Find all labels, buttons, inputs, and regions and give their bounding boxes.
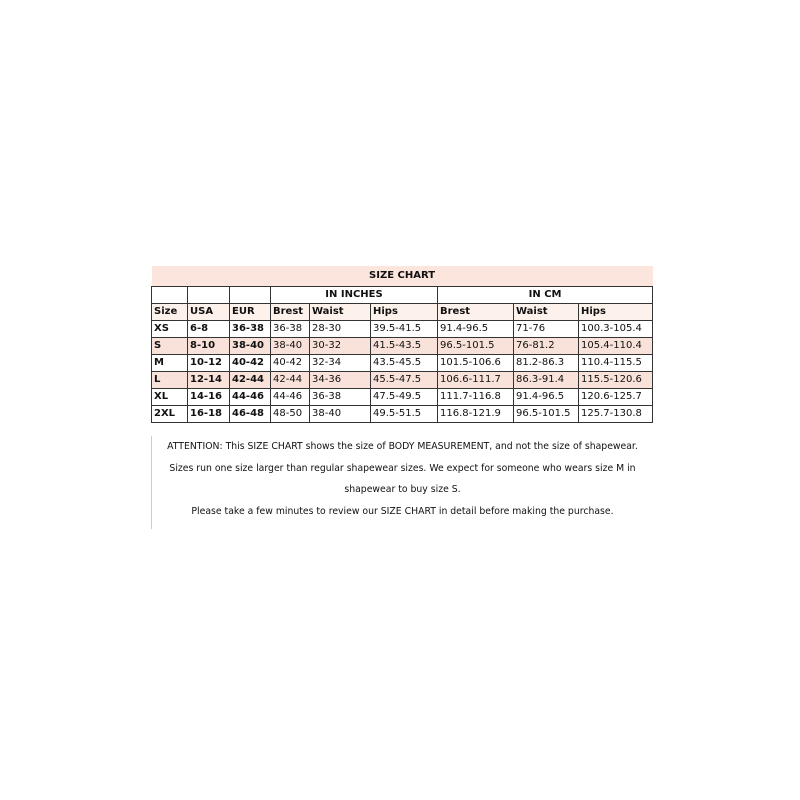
table-cell: 44-46	[229, 388, 271, 406]
table-cell: 38-40	[309, 405, 371, 423]
note-line: ATTENTION: This SIZE CHART shows the siz…	[167, 441, 638, 452]
size-chart-table: SIZE CHART IN INCHES IN CM Size USA EUR Bre…	[151, 266, 654, 423]
table-cell: 40-42	[270, 354, 310, 372]
table-cell: 48-50	[270, 405, 310, 423]
size-cell: L	[151, 371, 188, 389]
table-cell: 39.5-41.5	[370, 320, 438, 338]
table-cell: 12-14	[187, 371, 230, 389]
column-header: Size	[151, 303, 188, 321]
table-row: XS 6-8 36-38 36-38 28-30 39.5-41.5 91.4-96.5 71…	[151, 320, 654, 338]
table-cell: 116.8-121.9	[437, 405, 514, 423]
table-cell: 14-16	[187, 388, 230, 406]
table-cell: 42-44	[229, 371, 271, 389]
table-cell: 101.5-106.6	[437, 354, 514, 372]
size-cell: S	[151, 337, 188, 355]
table-cell: 28-30	[309, 320, 371, 338]
table-cell: 96.5-101.5	[513, 405, 579, 423]
table-cell: 71-76	[513, 320, 579, 338]
table-cell: 8-10	[187, 337, 230, 355]
table-cell: 44-46	[270, 388, 310, 406]
title-row: SIZE CHART	[151, 266, 653, 287]
table-cell: 38-40	[229, 337, 271, 355]
size-chart: SIZE CHART IN INCHES IN CM Size USA EUR Bre…	[151, 266, 654, 423]
table-cell: 111.7-116.8	[437, 388, 514, 406]
table-cell: 120.6-125.7	[577, 388, 654, 406]
size-cell: M	[151, 354, 188, 372]
table-cell: 125.7-130.8	[577, 405, 654, 423]
table-cell: 16-18	[187, 405, 230, 423]
table-cell: 40-42	[229, 354, 271, 372]
column-header: USA	[187, 303, 230, 321]
table-cell: 36-38	[270, 320, 310, 338]
table-cell: 46-48	[229, 405, 271, 423]
group-header-row: IN INCHES IN CM	[151, 286, 654, 304]
table-cell: 47.5-49.5	[370, 388, 438, 406]
table-cell: 110.4-115.5	[577, 354, 654, 372]
table-row: M 10-12 40-42 40-42 32-34 43.5-45.5 101.5-106.…	[151, 354, 654, 372]
table-cell: 42-44	[270, 371, 310, 389]
table-cell: 10-12	[187, 354, 230, 372]
note-line: Sizes run one size larger than regular s…	[169, 462, 636, 474]
chart-title: SIZE CHART	[151, 266, 653, 287]
table-cell: 86.3-91.4	[513, 371, 579, 389]
table-cell: 96.5-101.5	[437, 337, 514, 355]
group-cm: IN CM	[436, 286, 654, 304]
table-cell: 36-38	[309, 388, 371, 406]
table-cell: 91.4-96.5	[437, 320, 514, 338]
size-cell: XL	[151, 388, 188, 406]
table-cell: 49.5-51.5	[370, 405, 438, 423]
table-cell: 6-8	[187, 320, 230, 338]
table-cell: 34-36	[309, 371, 371, 389]
table-cell: 105.4-110.4	[577, 337, 654, 355]
table-cell: 41.5-43.5	[370, 337, 438, 355]
column-header: EUR	[229, 303, 271, 321]
table-cell: 100.3-105.4	[577, 320, 654, 338]
group-inches: IN INCHES	[270, 286, 438, 304]
column-header: Hips	[370, 303, 438, 321]
table-row: 2XL 16-18 46-48 48-50 38-40 49.5-51.5 116.8-12…	[151, 405, 654, 423]
column-header-row: Size USA EUR Brest Waist Hips Brest Waist Hips	[151, 303, 654, 321]
table-cell: 38-40	[270, 337, 310, 355]
column-header: Brest	[270, 303, 310, 321]
table-cell: 30-32	[309, 337, 371, 355]
column-header: Waist	[513, 303, 579, 321]
table-row: XL 14-16 44-46 44-46 36-38 47.5-49.5 111.7-116…	[151, 388, 654, 406]
table-cell: 76-81.2	[513, 337, 579, 355]
table-cell: 81.2-86.3	[513, 354, 579, 372]
empty-cell	[187, 286, 230, 304]
empty-cell	[229, 286, 271, 304]
table-row: L 12-14 42-44 42-44 34-36 45.5-47.5 106.6-111.…	[151, 371, 654, 389]
column-header: Hips	[577, 303, 654, 321]
note-line: Please take a few minutes to review our …	[191, 506, 614, 518]
table-cell: 106.6-111.7	[437, 371, 514, 389]
column-header: Waist	[309, 303, 371, 321]
column-header: Brest	[437, 303, 514, 321]
size-cell: XS	[151, 320, 188, 338]
table-cell: 43.5-45.5	[370, 354, 438, 372]
attention-notes: ATTENTION: This SIZE CHART shows the siz…	[151, 436, 653, 529]
table-row: S 8-10 38-40 38-40 30-32 41.5-43.5 96.5-101.5 7…	[151, 337, 654, 355]
empty-cell	[151, 286, 188, 304]
note-line: shapewear to buy size S.	[344, 484, 461, 496]
table-cell: 32-34	[309, 354, 371, 372]
table-cell: 115.5-120.6	[577, 371, 654, 389]
table-cell: 45.5-47.5	[370, 371, 438, 389]
table-cell: 91.4-96.5	[513, 388, 579, 406]
size-cell: 2XL	[151, 405, 188, 423]
table-cell: 36-38	[229, 320, 271, 338]
